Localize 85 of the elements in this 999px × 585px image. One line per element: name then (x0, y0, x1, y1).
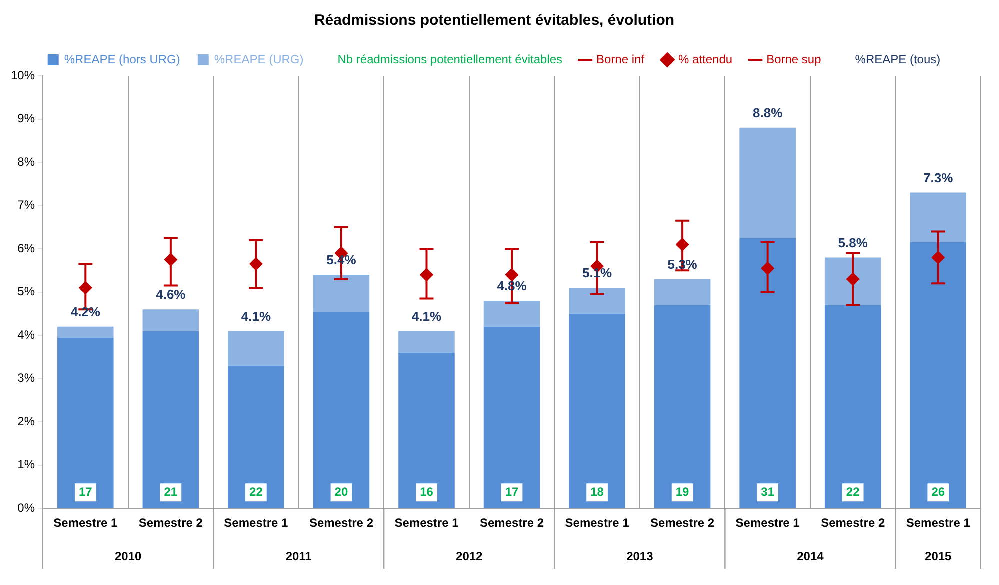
chart-title: Réadmissions potentiellement évitables, évolution (314, 12, 675, 30)
x-tick-label: Semestre 2 (480, 516, 544, 530)
bar (740, 128, 796, 238)
bar (654, 279, 711, 306)
x-tick-label: Semestre 2 (138, 516, 204, 530)
annotation: 22 (250, 484, 264, 499)
bar (398, 331, 455, 353)
x-tick-label: Semestre 1 (906, 516, 971, 530)
bar (484, 300, 540, 327)
y-tick-label: 4% (18, 328, 36, 342)
x-tick-label: Semestre 2 (821, 516, 886, 530)
bar (910, 192, 967, 243)
point (250, 258, 263, 271)
bar (142, 331, 200, 508)
bar (228, 366, 284, 508)
y-tick-label: 3% (18, 371, 36, 386)
text: 2015 (925, 549, 952, 564)
annotation: 31 (761, 484, 775, 499)
total-label: 4.1% (412, 308, 442, 324)
text: Nb réadmissions potentiellement évitables (338, 52, 563, 66)
annotation: 18 (590, 484, 604, 499)
bar (142, 310, 200, 332)
x-tick-label: Semestre 1 (736, 516, 800, 530)
y-tick-label: 2% (18, 414, 36, 428)
total-label: 4.6% (156, 287, 186, 302)
y-tick-label: 10% (10, 68, 36, 82)
bar (58, 338, 114, 508)
y-tick-label: 1% (18, 458, 36, 472)
annotation: 21 (164, 484, 178, 499)
bar (569, 288, 626, 314)
bar (910, 242, 967, 508)
point (846, 272, 860, 286)
total-label: 4.1% (241, 308, 272, 324)
total-label: 4.2% (70, 304, 101, 320)
x-tick-label: Semestre 2 (650, 516, 715, 530)
bar (228, 331, 284, 366)
point (420, 268, 434, 282)
bar (484, 326, 540, 508)
text: 2011 (286, 549, 312, 564)
annotation: 17 (505, 484, 520, 499)
y-tick-label: 5% (18, 284, 36, 299)
point (932, 251, 945, 264)
bar (313, 312, 370, 508)
x-tick-label: Semestre 1 (54, 516, 118, 530)
x-tick-label: Semestre 2 (309, 516, 374, 530)
bar (58, 326, 114, 338)
annotation: 26 (932, 484, 946, 499)
bar (569, 314, 626, 508)
x-tick-label: Semestre 1 (565, 516, 630, 530)
x-tick-label: Semestre 1 (394, 516, 460, 530)
bar (824, 305, 882, 508)
bar (398, 352, 455, 508)
annotation: 20 (334, 484, 348, 499)
annotation: 16 (420, 484, 434, 499)
point (164, 253, 178, 266)
x-tick-label: Semestre 1 (224, 516, 289, 530)
y-tick-label: 9% (18, 112, 36, 126)
text: Borne sup (766, 52, 822, 66)
total-label: 7.3% (924, 170, 954, 186)
y-tick-label: 7% (18, 198, 36, 212)
point (761, 262, 774, 276)
text: 2010 (114, 549, 142, 564)
text: 2013 (626, 549, 654, 564)
y-tick-label: 6% (18, 241, 36, 256)
bar (824, 258, 882, 306)
annotation: 17 (78, 484, 93, 499)
annotation: 19 (676, 484, 690, 499)
text: 2014 (797, 549, 824, 564)
legend-label: %REAPE (URG) (214, 52, 304, 66)
bar (740, 238, 796, 508)
total-label: 5.8% (838, 235, 868, 250)
text: Borne inf (596, 52, 646, 66)
legend-label: % attendu (678, 52, 733, 66)
bar (313, 274, 370, 312)
point (79, 281, 92, 294)
legend-label: %REAPE (hors URG) (64, 52, 180, 66)
point (676, 238, 690, 252)
y-tick-label: 8% (18, 154, 36, 169)
total-label: 8.8% (753, 105, 784, 120)
y-tick-label: 0% (18, 500, 36, 515)
text: %REAPE (tous) (855, 52, 941, 66)
point (506, 268, 519, 282)
bar (654, 305, 711, 508)
annotation: 22 (846, 484, 860, 499)
text: 2012 (456, 549, 484, 564)
